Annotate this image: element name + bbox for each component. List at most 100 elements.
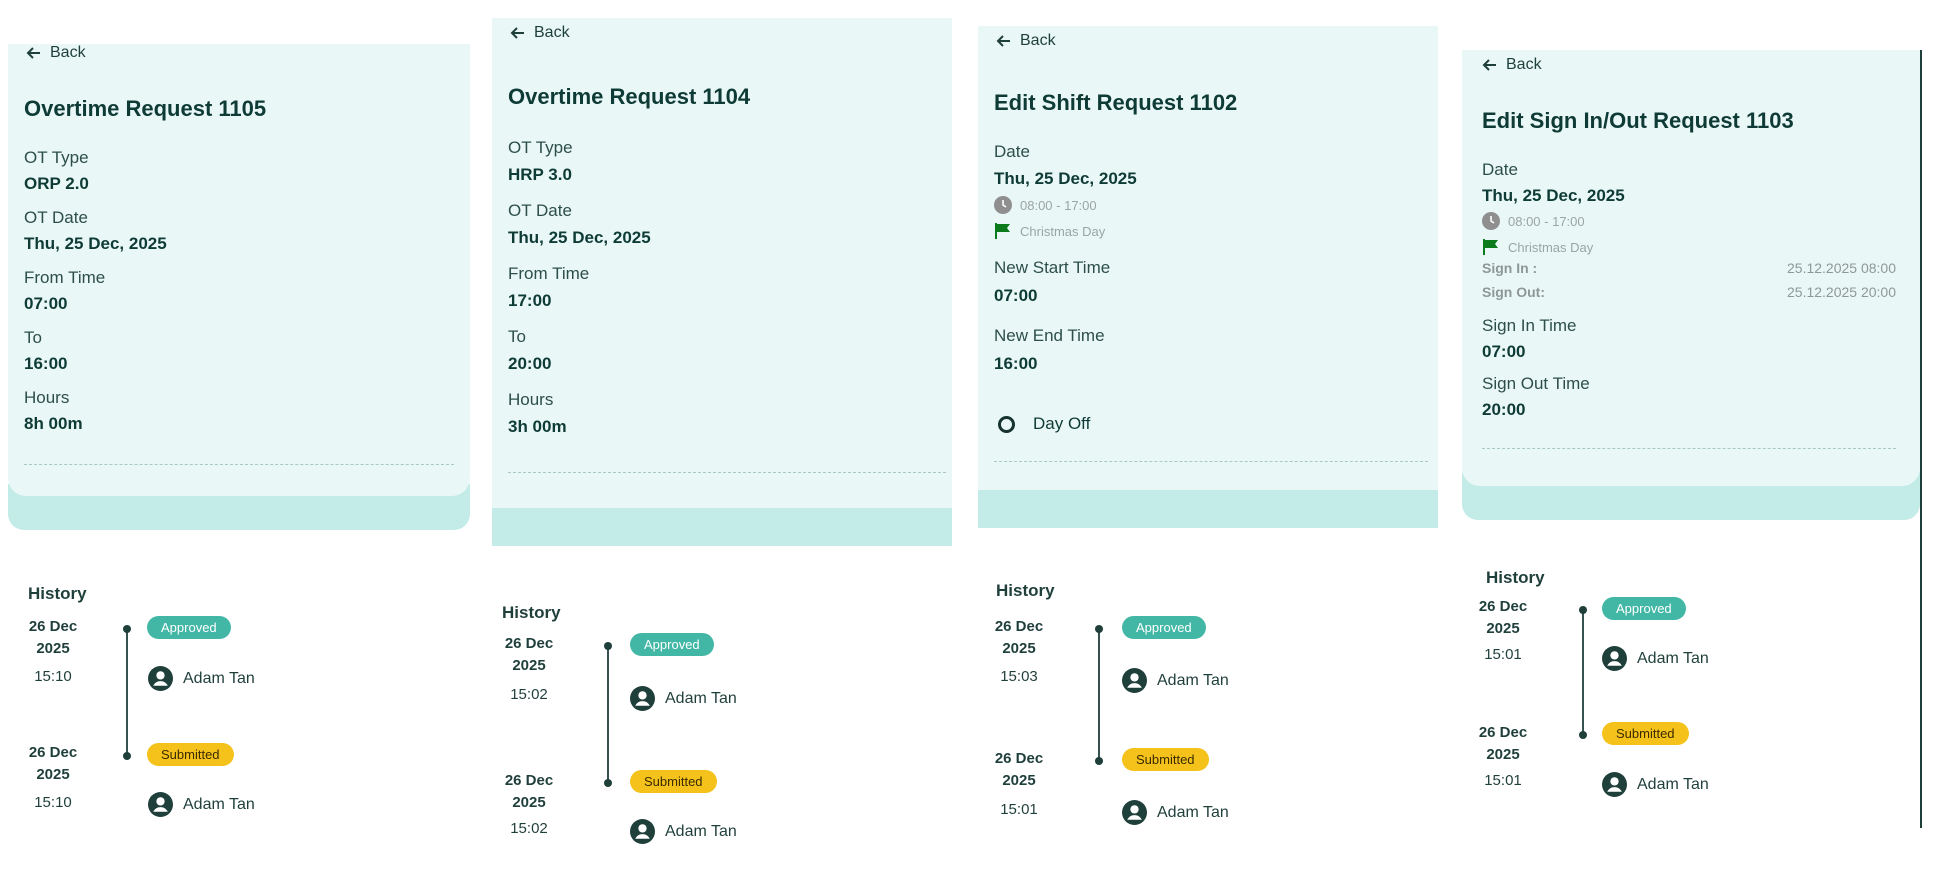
back-label: Back (50, 44, 86, 61)
back-button[interactable]: Back (510, 24, 570, 42)
ot-date-value: Thu, 25 Dec, 2025 (24, 234, 167, 253)
sign-out-time-label: Sign Out Time (1482, 374, 1590, 393)
history-date-day: 26 Dec (504, 772, 554, 789)
page-title: Edit Sign In/Out Request 1103 (1482, 108, 1794, 133)
history-user-name: Adam Tan (1637, 775, 1709, 793)
back-button[interactable]: Back (1482, 56, 1542, 74)
arrow-left-icon (1482, 59, 1496, 71)
timeline-line (126, 629, 128, 757)
user-avatar-icon (148, 792, 173, 817)
request-detail-card: Back Overtime Request 1105 OT Type ORP 2… (8, 44, 470, 496)
history-user: Adam Tan (1602, 646, 1709, 671)
shift-time: 08:00 - 17:00 (1508, 213, 1585, 229)
request-detail-card: Back Overtime Request 1104 OT Type HRP 3… (492, 18, 952, 508)
back-label: Back (1506, 56, 1542, 73)
ot-date-label: OT Date (508, 201, 572, 220)
timeline-dot (1095, 625, 1103, 633)
overtime-request-1105-screen: Back Overtime Request 1105 OT Type ORP 2… (8, 44, 470, 844)
history-time: 15:10 (34, 668, 72, 685)
back-button[interactable]: Back (26, 44, 86, 62)
screen-edge-divider (1920, 50, 1922, 828)
timeline-line (1098, 629, 1100, 759)
sign-out-value: 25.12.2025 20:00 (1787, 284, 1896, 300)
history-date-year: 2025 (1002, 640, 1036, 657)
back-button[interactable]: Back (996, 32, 1056, 50)
history-date-day: 26 Dec (504, 635, 554, 652)
arrow-left-icon (510, 27, 524, 39)
history-user-name: Adam Tan (1157, 803, 1229, 821)
holiday-row: Christmas Day (994, 222, 1105, 240)
status-badge-submitted: Submitted (1602, 722, 1689, 745)
history-user: Adam Tan (1122, 800, 1229, 825)
new-end-time-value: 16:00 (994, 354, 1038, 373)
date-label: Date (1482, 160, 1518, 179)
date-value: Thu, 25 Dec, 2025 (1482, 186, 1625, 205)
sign-out-label: Sign Out: (1482, 284, 1545, 300)
ot-type-label: OT Type (508, 138, 573, 157)
status-badge-approved: Approved (1602, 597, 1686, 620)
user-avatar-icon (1602, 646, 1627, 671)
holiday-name: Christmas Day (1508, 239, 1594, 255)
page-title: Overtime Request 1105 (24, 96, 267, 121)
hours-value: 3h 00m (508, 417, 567, 436)
card-footer-band (492, 508, 952, 546)
day-off-radio[interactable]: Day Off (998, 414, 1090, 434)
arrow-left-icon (26, 47, 40, 59)
history-date: 26 Dec 2025 (22, 616, 84, 660)
history-title: History (502, 603, 561, 622)
request-detail-card: Back Edit Sign In/Out Request 1103 Date … (1462, 50, 1920, 486)
status-badge-approved: Approved (147, 616, 231, 639)
history-time: 15:03 (1000, 668, 1038, 685)
history-date-year: 2025 (512, 794, 546, 811)
hours-value: 8h 00m (24, 414, 83, 433)
to-value: 16:00 (24, 354, 68, 373)
sign-in-value: 25.12.2025 08:00 (1787, 260, 1896, 276)
edit-shift-request-1102-screen: Back Edit Shift Request 1102 Date Thu, 2… (978, 26, 1438, 846)
history-user: Adam Tan (148, 666, 255, 691)
history-time: 15:01 (1484, 772, 1522, 789)
shift-time: 08:00 - 17:00 (1020, 197, 1097, 213)
timeline-dot (604, 642, 612, 650)
to-label: To (508, 327, 526, 346)
history-user-name: Adam Tan (665, 822, 737, 840)
status-badge-submitted: Submitted (147, 743, 234, 766)
history-user-name: Adam Tan (665, 689, 737, 707)
sign-out-record: Sign Out: 25.12.2025 20:00 (1482, 284, 1896, 300)
history-date: 26 Dec 2025 (498, 633, 560, 677)
clock-icon (994, 196, 1012, 214)
flag-icon (995, 223, 1010, 239)
history-date-day: 26 Dec (28, 618, 78, 635)
user-avatar-icon (1122, 668, 1147, 693)
sign-out-time-value: 20:00 (1482, 400, 1526, 419)
hours-label: Hours (508, 390, 554, 409)
date-value: Thu, 25 Dec, 2025 (994, 169, 1137, 188)
new-start-time-label: New Start Time (994, 258, 1111, 277)
history-user: Adam Tan (630, 819, 737, 844)
timeline-line (1582, 610, 1584, 734)
history-date-day: 26 Dec (994, 618, 1044, 635)
history-time: 15:01 (1484, 646, 1522, 663)
history-date-day: 26 Dec (1478, 724, 1528, 741)
history-date-day: 26 Dec (1478, 598, 1528, 615)
ot-date-value: Thu, 25 Dec, 2025 (508, 228, 651, 247)
radio-circle-icon (998, 415, 1015, 433)
timeline-dot (1579, 606, 1587, 614)
back-label: Back (1020, 32, 1056, 49)
holiday-name: Christmas Day (1020, 223, 1106, 239)
edit-sign-in-out-request-1103-screen: Back Edit Sign In/Out Request 1103 Date … (1462, 50, 1920, 840)
status-badge-submitted: Submitted (1122, 748, 1209, 771)
from-time-value: 17:00 (508, 291, 552, 310)
status-badge-submitted: Submitted (630, 770, 717, 793)
history-date-year: 2025 (36, 640, 70, 657)
page-title: Overtime Request 1104 (508, 84, 751, 109)
history-user-name: Adam Tan (183, 669, 255, 687)
sign-in-time-label: Sign In Time (1482, 316, 1577, 335)
ot-type-value: HRP 3.0 (508, 165, 572, 184)
history-time: 15:10 (34, 794, 72, 811)
back-label: Back (534, 24, 570, 41)
history-user: Adam Tan (1122, 668, 1229, 693)
timeline-dot (1579, 731, 1587, 739)
history-date-day: 26 Dec (28, 744, 78, 761)
sign-in-label: Sign In : (1482, 260, 1538, 276)
history-date: 26 Dec 2025 (22, 742, 84, 786)
